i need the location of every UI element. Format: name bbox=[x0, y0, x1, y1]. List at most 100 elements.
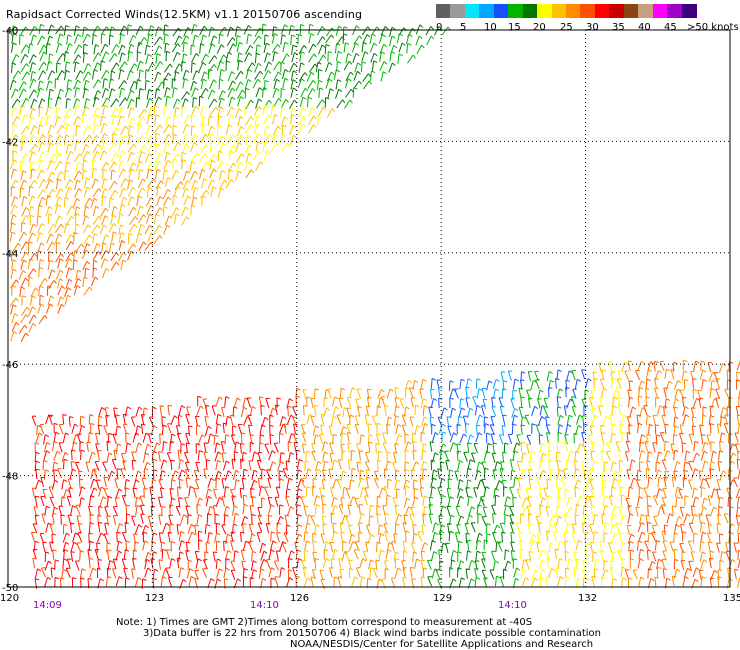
wind-barb bbox=[691, 378, 697, 389]
wind-barb bbox=[208, 154, 217, 163]
wind-barb bbox=[92, 107, 100, 118]
wind-barb bbox=[355, 567, 361, 578]
wind-barb bbox=[262, 23, 267, 35]
wind-barb bbox=[70, 541, 78, 552]
wind-barb bbox=[236, 153, 245, 163]
wind-barb bbox=[245, 68, 253, 80]
wind-barb bbox=[681, 396, 687, 408]
wind-barb bbox=[36, 215, 42, 226]
wind-barb bbox=[371, 415, 377, 426]
wind-barb bbox=[106, 515, 111, 526]
wind-barb bbox=[412, 533, 418, 544]
wind-barb bbox=[565, 424, 572, 435]
wind-barb bbox=[709, 405, 715, 416]
wind-barb bbox=[444, 450, 449, 461]
wind-barb bbox=[158, 559, 163, 570]
wind-barb bbox=[20, 277, 29, 288]
wind-barb bbox=[700, 360, 706, 371]
wind-barb bbox=[98, 505, 103, 517]
wind-barb bbox=[175, 505, 181, 516]
wind-barb bbox=[241, 477, 247, 489]
wind-barb bbox=[539, 569, 546, 580]
wind-barb bbox=[136, 160, 143, 171]
wind-barb bbox=[222, 422, 228, 434]
wind-barb bbox=[178, 530, 185, 542]
wind-barb bbox=[105, 575, 112, 587]
wind-barb bbox=[111, 44, 120, 54]
wind-barb bbox=[272, 51, 279, 62]
wind-barb bbox=[227, 114, 234, 125]
wind-barb bbox=[110, 153, 120, 163]
wind-barb bbox=[635, 369, 641, 381]
wind-barb bbox=[45, 105, 53, 117]
wind-barb bbox=[402, 550, 408, 562]
wind-barb bbox=[316, 99, 326, 109]
wind-barb bbox=[589, 523, 594, 534]
wind-barb bbox=[97, 415, 103, 427]
wind-barb bbox=[230, 434, 236, 445]
wind-barb bbox=[571, 532, 577, 543]
wind-barb bbox=[38, 70, 47, 81]
wind-barb bbox=[420, 576, 426, 588]
wind-barb bbox=[11, 313, 19, 324]
wind-barb bbox=[200, 133, 209, 144]
wind-barb bbox=[387, 478, 392, 490]
wind-barb bbox=[393, 415, 400, 426]
wind-barb bbox=[512, 577, 520, 589]
wind-barb bbox=[9, 297, 19, 307]
wind-barb bbox=[201, 123, 207, 134]
wind-barb bbox=[539, 487, 544, 498]
wind-barb bbox=[574, 514, 579, 526]
wind-barb bbox=[386, 451, 391, 463]
wind-barb bbox=[645, 467, 651, 479]
wind-barb bbox=[377, 450, 383, 462]
wind-barb bbox=[38, 159, 45, 170]
wind-barb bbox=[287, 452, 295, 463]
wind-barb bbox=[46, 233, 54, 244]
wind-barb bbox=[361, 51, 369, 62]
wind-barb bbox=[91, 34, 98, 45]
wind-barb bbox=[466, 539, 472, 551]
wind-barb bbox=[217, 187, 225, 198]
wind-barb bbox=[620, 414, 628, 425]
wind-barb bbox=[177, 469, 186, 480]
wind-barb bbox=[543, 406, 549, 417]
wind-barb bbox=[196, 497, 203, 508]
wind-barb bbox=[192, 34, 199, 45]
wind-barb bbox=[520, 424, 525, 435]
wind-barb bbox=[380, 71, 387, 82]
wind-barb bbox=[182, 41, 189, 53]
wind-barb bbox=[243, 52, 252, 63]
wind-barb bbox=[420, 559, 426, 571]
wind-barb bbox=[481, 387, 487, 399]
wind-barb bbox=[313, 524, 321, 535]
wind-barb bbox=[699, 478, 707, 489]
wind-barb bbox=[62, 541, 70, 552]
wind-barb bbox=[82, 276, 88, 288]
wind-barb bbox=[546, 478, 551, 490]
wind-barb bbox=[673, 470, 678, 481]
wind-barb bbox=[100, 207, 109, 218]
wind-barb bbox=[255, 161, 264, 171]
wind-barb bbox=[509, 505, 515, 517]
wind-barb bbox=[565, 567, 570, 579]
wind-barb bbox=[437, 416, 443, 427]
wind-barb bbox=[364, 451, 370, 463]
wind-barb bbox=[298, 123, 307, 134]
wind-barb bbox=[124, 487, 130, 498]
wind-barb bbox=[207, 578, 215, 589]
wind-barb bbox=[28, 151, 36, 162]
wind-barb bbox=[669, 541, 674, 552]
wind-barb bbox=[146, 89, 153, 100]
wind-barb bbox=[129, 216, 139, 226]
wind-barb bbox=[221, 452, 227, 463]
wind-barb bbox=[638, 531, 646, 542]
wind-barb bbox=[588, 469, 594, 480]
wind-barb bbox=[475, 550, 481, 562]
wind-barb bbox=[643, 405, 648, 416]
wind-barb bbox=[112, 433, 118, 444]
wind-barb bbox=[422, 513, 427, 524]
wind-barb bbox=[600, 432, 606, 443]
wind-barb bbox=[118, 168, 127, 179]
wind-barb bbox=[138, 144, 148, 154]
